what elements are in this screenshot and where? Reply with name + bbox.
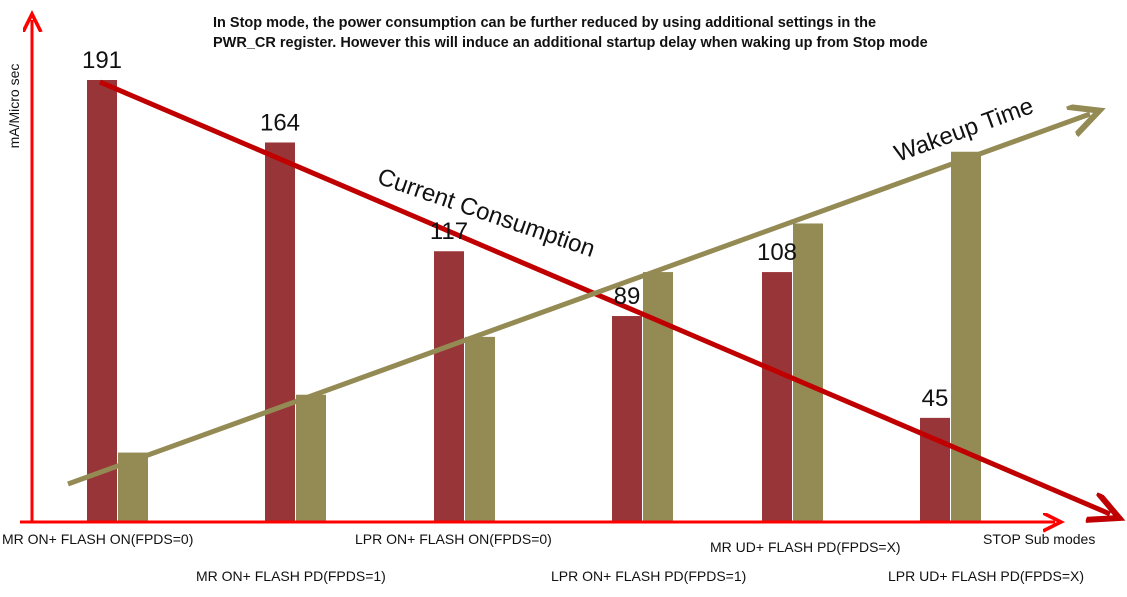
- current-consumption-bar: [87, 80, 117, 522]
- current-value-label: 108: [757, 239, 797, 266]
- current-consumption-bar: [612, 316, 642, 522]
- x-axis-label: STOP Sub modes: [983, 531, 1096, 547]
- wakeup-time-bar: [793, 223, 823, 522]
- current-value-label: 164: [260, 109, 300, 136]
- wakeup-time-bar: [296, 394, 326, 522]
- current-consumption-bar: [762, 272, 792, 522]
- current-value-label: 89: [614, 283, 641, 310]
- current-value-label: 191: [82, 47, 122, 74]
- current-value-label: 45: [922, 385, 949, 412]
- category-label: MR UD+ FLASH PD(FPDS=X): [710, 539, 901, 555]
- y-axis-label-box: mA/Micro sec: [4, 63, 24, 149]
- category-label: MR ON+ FLASH PD(FPDS=1): [196, 568, 386, 584]
- category-label: LPR ON+ FLASH ON(FPDS=0): [355, 531, 552, 547]
- category-label: LPR UD+ FLASH PD(FPDS=X): [888, 568, 1085, 584]
- y-axis-label: mA/Micro sec: [6, 63, 22, 149]
- wakeup-time-bar: [951, 151, 981, 522]
- current-consumption-trend-arrow: [99, 79, 1110, 514]
- current-consumption-bar: [434, 251, 464, 522]
- wakeup-time-bar: [465, 336, 495, 522]
- category-label: MR ON+ FLASH ON(FPDS=0): [2, 531, 194, 547]
- current-value-label: 117: [430, 218, 468, 245]
- chart-note: In Stop mode, the power consumption can …: [213, 15, 928, 51]
- category-label: LPR ON+ FLASH PD(FPDS=1): [551, 568, 747, 584]
- current-consumption-bar: [265, 142, 295, 522]
- wakeup-time-trend-arrow: [67, 114, 1090, 487]
- wakeup-time-bar: [643, 272, 673, 522]
